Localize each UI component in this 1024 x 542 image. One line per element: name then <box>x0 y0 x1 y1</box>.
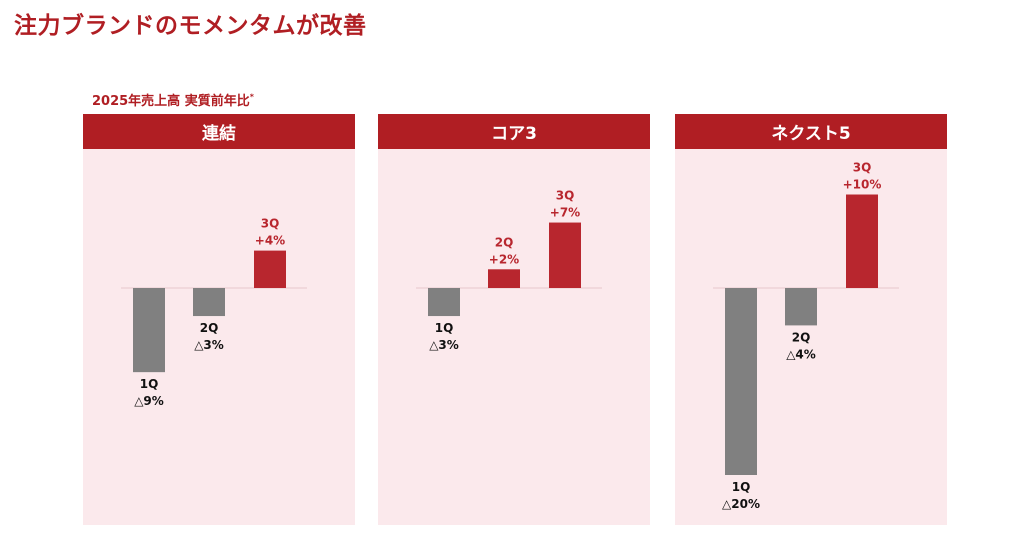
value-label: +7% <box>550 206 580 220</box>
panel-title: ネクスト5 <box>675 114 947 149</box>
subtitle-text: 2025年売上高 実質前年比 <box>92 94 250 109</box>
bar-1q <box>725 288 757 475</box>
category-label: 1Q <box>732 480 751 494</box>
chart-subtitle: 2025年売上高 実質前年比* <box>92 90 254 109</box>
bar-chart-core3: 1Q △3% 2Q +2% 3Q +7% <box>416 189 602 352</box>
panel-title: 連結 <box>83 114 355 149</box>
bar-chart-next5: 1Q △20% 2Q △4% 3Q +10% <box>713 161 899 511</box>
category-label: 1Q <box>140 377 159 391</box>
value-label: +4% <box>255 234 285 248</box>
category-label: 2Q <box>792 330 811 344</box>
value-label: +10% <box>843 178 882 192</box>
bar-3q <box>549 222 581 288</box>
bar-2q <box>785 288 817 326</box>
panel-consolidated: 連結 1Q △9% 2Q △3% 3Q +4% <box>83 114 355 525</box>
bar-3q <box>254 250 286 288</box>
category-label: 1Q <box>435 321 454 335</box>
panel-core3: コア3 1Q △3% 2Q +2% 3Q +7% <box>378 114 650 525</box>
subtitle-footnote-mark: * <box>249 92 254 102</box>
category-label: 3Q <box>261 217 280 231</box>
value-label: +2% <box>489 252 519 266</box>
value-label: △9% <box>134 394 164 408</box>
category-label: 3Q <box>556 189 575 203</box>
bar-2q <box>193 288 225 317</box>
bar-2q <box>488 269 520 288</box>
bar-1q <box>428 288 460 317</box>
bar-chart-consolidated: 1Q △9% 2Q △3% 3Q +4% <box>121 217 307 408</box>
category-label: 2Q <box>200 321 219 335</box>
panel-next5: ネクスト5 1Q △20% 2Q △4% 3Q +10% <box>675 114 947 525</box>
panel-title: コア3 <box>378 114 650 149</box>
category-label: 3Q <box>853 161 872 175</box>
bar-3q <box>846 194 878 288</box>
value-label: △20% <box>722 497 760 511</box>
value-label: △3% <box>194 338 224 352</box>
bar-1q <box>133 288 165 373</box>
value-label: △3% <box>429 338 459 352</box>
category-label: 2Q <box>495 235 514 249</box>
value-label: △4% <box>786 347 816 361</box>
page-title: 注力ブランドのモメンタムが改善 <box>14 13 367 39</box>
